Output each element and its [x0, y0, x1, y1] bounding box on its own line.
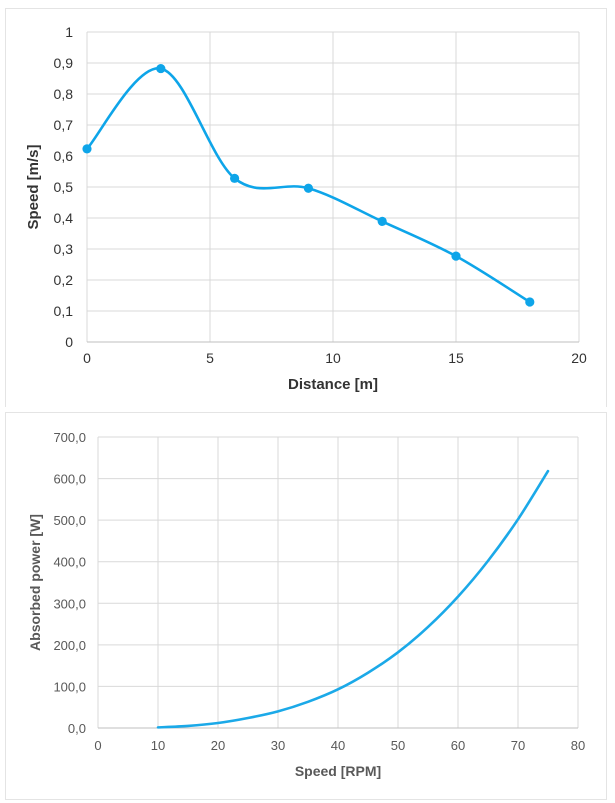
y-tick-label: 0 — [65, 334, 73, 350]
y-tick-label: 600,0 — [53, 472, 86, 487]
y-axis-title: Speed [m/s] — [25, 144, 42, 229]
data-point — [82, 144, 92, 154]
x-tick-label: 5 — [206, 350, 214, 366]
x-tick-label: 80 — [571, 738, 585, 753]
x-tick-label: 70 — [511, 738, 525, 753]
y-tick-label: 0,9 — [54, 55, 74, 71]
y-tick-label: 400,0 — [53, 555, 86, 570]
y-tick-label: 300,0 — [53, 596, 86, 611]
data-point — [451, 251, 461, 261]
y-tick-label: 700,0 — [53, 430, 86, 445]
y-tick-label: 200,0 — [53, 638, 86, 653]
y-tick-label: 0,7 — [54, 117, 74, 133]
y-axis-title: Absorbed power [W] — [27, 514, 43, 651]
y-tick-label: 0,3 — [54, 241, 74, 257]
x-axis-title: Speed [RPM] — [295, 763, 381, 779]
speed-distance-chart: 0 5 10 15 20 0 0,1 0,2 0,3 0,4 0,5 0,6 0,7 0,8 0,9 1 Dis… — [25, 24, 587, 393]
data-point — [156, 63, 166, 74]
y-tick-label: 0,6 — [54, 148, 74, 164]
power-speed-chart: 0 10 20 30 40 50 60 70 80 0,0 100,0 200,0 300,0 400,0… — [27, 430, 585, 779]
data-point — [525, 297, 535, 307]
y-tick-label: 0,4 — [54, 210, 74, 226]
x-tick-label: 60 — [451, 738, 465, 753]
x-tick-label: 10 — [325, 350, 341, 366]
y-tick-label: 0,5 — [54, 179, 74, 195]
grid — [97, 436, 579, 729]
y-tick-label: 500,0 — [53, 513, 86, 528]
y-tick-label: 0,0 — [68, 721, 86, 736]
x-tick-label: 0 — [94, 738, 101, 753]
grid — [86, 31, 580, 343]
power-speed-chart-panel: 0 10 20 30 40 50 60 70 80 0,0 100,0 200,0 300,0 400,0… — [5, 412, 607, 800]
x-axis-title: Distance [m] — [288, 376, 378, 393]
x-tick-label: 30 — [271, 738, 285, 753]
x-tick-label: 40 — [331, 738, 345, 753]
y-tick-label: 0,2 — [54, 272, 74, 288]
x-tick-label: 20 — [571, 350, 587, 366]
data-point — [303, 183, 313, 193]
x-tick-label: 15 — [448, 350, 464, 366]
x-tick-label: 20 — [211, 738, 225, 753]
x-tick-label: 10 — [151, 738, 165, 753]
speed-distance-chart-panel: 0 5 10 15 20 0 0,1 0,2 0,3 0,4 0,5 0,6 0,7 0,8 0,9 1 Dis… — [5, 8, 607, 407]
x-tick-label: 0 — [83, 350, 91, 366]
y-tick-label: 0,1 — [54, 303, 74, 319]
y-tick-label: 0,8 — [54, 86, 74, 102]
data-point — [377, 216, 387, 227]
data-point — [230, 173, 240, 183]
series-line — [156, 469, 550, 729]
y-tick-label: 1 — [65, 24, 73, 40]
x-tick-label: 50 — [391, 738, 405, 753]
y-tick-label: 100,0 — [53, 679, 86, 694]
